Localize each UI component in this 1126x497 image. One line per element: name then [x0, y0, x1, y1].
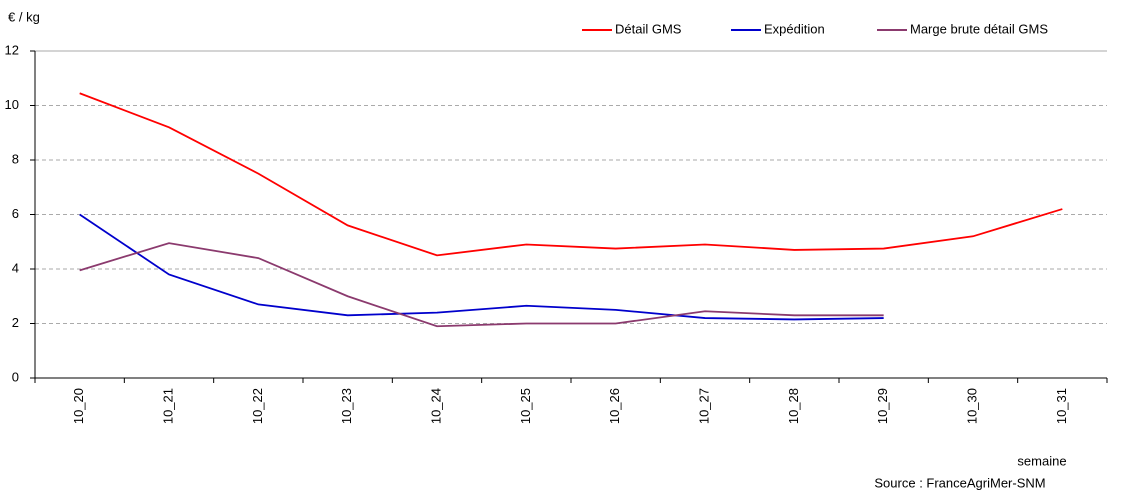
series-line	[79, 92, 1063, 257]
x-tick-label: 10_29	[875, 388, 890, 424]
x-tick-label: 10_25	[518, 388, 533, 424]
y-tick-label: 8	[12, 151, 19, 166]
x-tick-label: 10_21	[160, 388, 175, 424]
legend-label: Détail GMS	[615, 21, 682, 36]
y-tick-label: 0	[12, 369, 19, 384]
x-tick-label: 10_26	[607, 388, 622, 424]
y-tick-label: 4	[12, 260, 19, 275]
y-tick-label: 10	[5, 97, 19, 112]
y-tick-label: 6	[12, 206, 19, 221]
source: Source : FranceAgriMer-SNM	[874, 475, 1045, 490]
x-tick-label: 10_30	[964, 388, 979, 424]
x-tick-label: 10_31	[1054, 388, 1069, 424]
y-tick-label: 2	[12, 315, 19, 330]
series-line	[79, 242, 884, 328]
x-tick-label: 10_23	[339, 388, 354, 424]
legend-label: Expédition	[764, 21, 825, 36]
series-line	[79, 213, 884, 321]
legend-label: Marge brute détail GMS	[910, 21, 1048, 36]
y-axis-label: € / kg	[8, 9, 40, 24]
x-tick-label: 10_27	[696, 388, 711, 424]
x-tick-label: 10_24	[428, 388, 443, 424]
y-tick-label: 12	[5, 42, 19, 57]
x-axis-label: semaine	[1017, 453, 1066, 468]
x-tick-label: 10_22	[250, 388, 265, 424]
x-tick-label: 10_28	[786, 388, 801, 424]
x-tick-label: 10_20	[71, 388, 86, 424]
